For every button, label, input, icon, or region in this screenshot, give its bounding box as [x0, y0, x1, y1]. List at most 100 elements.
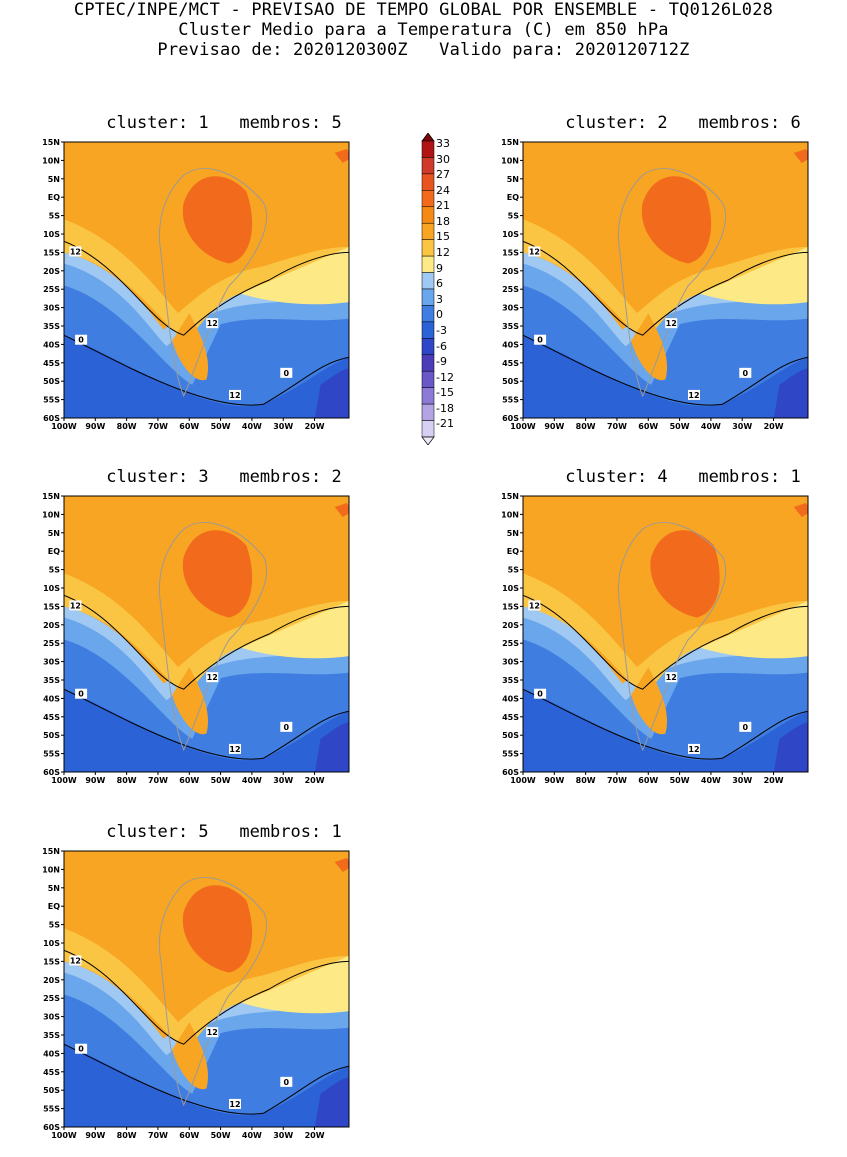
- contour-label-12: 12: [207, 319, 218, 328]
- contour-label-0: 0: [78, 1045, 84, 1054]
- colorbar-box: [421, 338, 435, 356]
- lon-tick-label: 60W: [179, 776, 199, 785]
- lon-tick-label: 50W: [211, 1131, 231, 1140]
- colorbar-tick-label: -3: [436, 323, 447, 337]
- lon-tick-label: 100W: [510, 776, 536, 785]
- lat-tick-label: 60S: [43, 1123, 60, 1132]
- lat-tick-label: 20S: [502, 621, 519, 630]
- lon-tick-label: 100W: [51, 422, 77, 431]
- lat-tick-label: 45S: [502, 713, 519, 722]
- lon-tick-label: 80W: [576, 776, 596, 785]
- contour-label-0: 0: [537, 690, 543, 699]
- lat-tick-label: EQ: [507, 193, 519, 202]
- lat-tick-label: 35S: [502, 322, 519, 331]
- lon-tick-label: 100W: [51, 776, 77, 785]
- panel-title-4: cluster: 4 membros: 1: [565, 467, 801, 487]
- band-minus3-0: [64, 689, 349, 772]
- colorbar-tick-label: 0: [436, 308, 443, 322]
- coastline: [158, 168, 268, 398]
- lat-tick-label: 5S: [49, 212, 61, 221]
- lat-tick-label: 35S: [502, 676, 519, 685]
- lat-tick-label: 35S: [43, 1031, 60, 1040]
- lon-tick-label: 70W: [148, 422, 168, 431]
- lon-tick-label: 50W: [670, 776, 690, 785]
- lat-tick-label: 10S: [502, 584, 519, 593]
- band-9-12: [699, 600, 808, 659]
- ne-hotspot: [334, 858, 349, 873]
- band-minus6-minus3: [314, 368, 349, 418]
- contour-label-0: 0: [78, 336, 84, 345]
- contour-label-0: 0: [284, 369, 290, 378]
- lat-tick-label: EQ: [48, 902, 60, 911]
- lat-tick-label: 25S: [43, 639, 60, 648]
- colorbar-tick-label: -6: [436, 339, 447, 353]
- colorbar-tick-label: 21: [436, 199, 450, 213]
- band-9-12: [699, 246, 808, 305]
- lon-tick-label: 80W: [117, 422, 137, 431]
- lon-tick-label: 50W: [211, 776, 231, 785]
- lon-tick-label: 50W: [670, 422, 690, 431]
- colorbar-box: [421, 288, 435, 306]
- lat-tick-label: 60S: [43, 768, 60, 777]
- lat-tick-label: 10N: [501, 156, 519, 165]
- contour-12: [523, 240, 808, 336]
- lat-tick-label: 10S: [43, 584, 60, 593]
- hot-core: [182, 530, 253, 618]
- lat-tick-label: 45S: [43, 359, 60, 368]
- band-12-15: [523, 573, 808, 692]
- colorbar-box: [421, 370, 435, 388]
- colorbar-tick-label: 12: [436, 246, 450, 260]
- lat-tick-label: 15N: [501, 138, 519, 147]
- lon-tick-label: 30W: [273, 776, 293, 785]
- colorbar-tick-label: -9: [436, 355, 447, 369]
- warm-tongue: [172, 1022, 209, 1090]
- colorbar-box: [421, 140, 435, 158]
- contour-12: [64, 949, 349, 1045]
- lat-tick-label: 55S: [43, 396, 60, 405]
- lat-tick-label: 25S: [502, 639, 519, 648]
- lat-tick-label: 10S: [43, 939, 60, 948]
- colorbar-tick-label: 9: [436, 261, 443, 275]
- lat-tick-label: 50S: [502, 731, 519, 740]
- header-line-1: CPTEC/INPE/MCT - PREVISAO DE TEMPO GLOBA…: [73, 0, 774, 20]
- lat-tick-label: 25S: [502, 285, 519, 294]
- band-minus6-minus3: [314, 1077, 349, 1127]
- colorbar-tick-label: 18: [436, 214, 450, 228]
- band-minus3-0: [64, 335, 349, 418]
- contour-label-0: 0: [284, 723, 290, 732]
- warm-tongue: [631, 667, 668, 735]
- lat-tick-label: 25S: [43, 994, 60, 1003]
- colorbar-box: [421, 206, 435, 224]
- contour-label-12: 12: [666, 319, 677, 328]
- contour-label-0: 0: [743, 369, 749, 378]
- lon-tick-label: 40W: [242, 1131, 262, 1140]
- lat-tick-label: 40S: [43, 694, 60, 703]
- lat-tick-label: 10N: [42, 865, 60, 874]
- lon-tick-label: 80W: [576, 422, 596, 431]
- lat-tick-label: 10S: [502, 230, 519, 239]
- contour-label-12: 12: [70, 601, 81, 610]
- band-9-12: [240, 246, 349, 305]
- lon-tick-label: 30W: [273, 422, 293, 431]
- lat-tick-label: 60S: [43, 414, 60, 423]
- contour-label-12: 12: [229, 391, 240, 400]
- lat-tick-label: 20S: [43, 621, 60, 630]
- lon-tick-label: 90W: [85, 422, 105, 431]
- panel-title-3: cluster: 3 membros: 2: [106, 467, 342, 487]
- colorbar-bottom-arrow: [421, 436, 435, 446]
- lat-tick-label: 30S: [502, 304, 519, 313]
- colorbar-box: [421, 255, 435, 273]
- hot-core: [182, 176, 253, 264]
- contour-label-12: 12: [207, 1028, 218, 1037]
- colorbar-top-arrow: [421, 132, 435, 142]
- contour-0: [64, 1043, 349, 1115]
- contour-label-12: 12: [70, 247, 81, 256]
- lat-tick-label: 55S: [43, 750, 60, 759]
- lat-tick-label: 30S: [43, 658, 60, 667]
- lon-tick-label: 90W: [544, 776, 564, 785]
- lat-tick-label: 5S: [49, 566, 61, 575]
- lat-tick-label: 15N: [42, 847, 60, 856]
- map-frame: [522, 141, 809, 419]
- band-12-15: [64, 219, 349, 338]
- band-12-15: [64, 573, 349, 692]
